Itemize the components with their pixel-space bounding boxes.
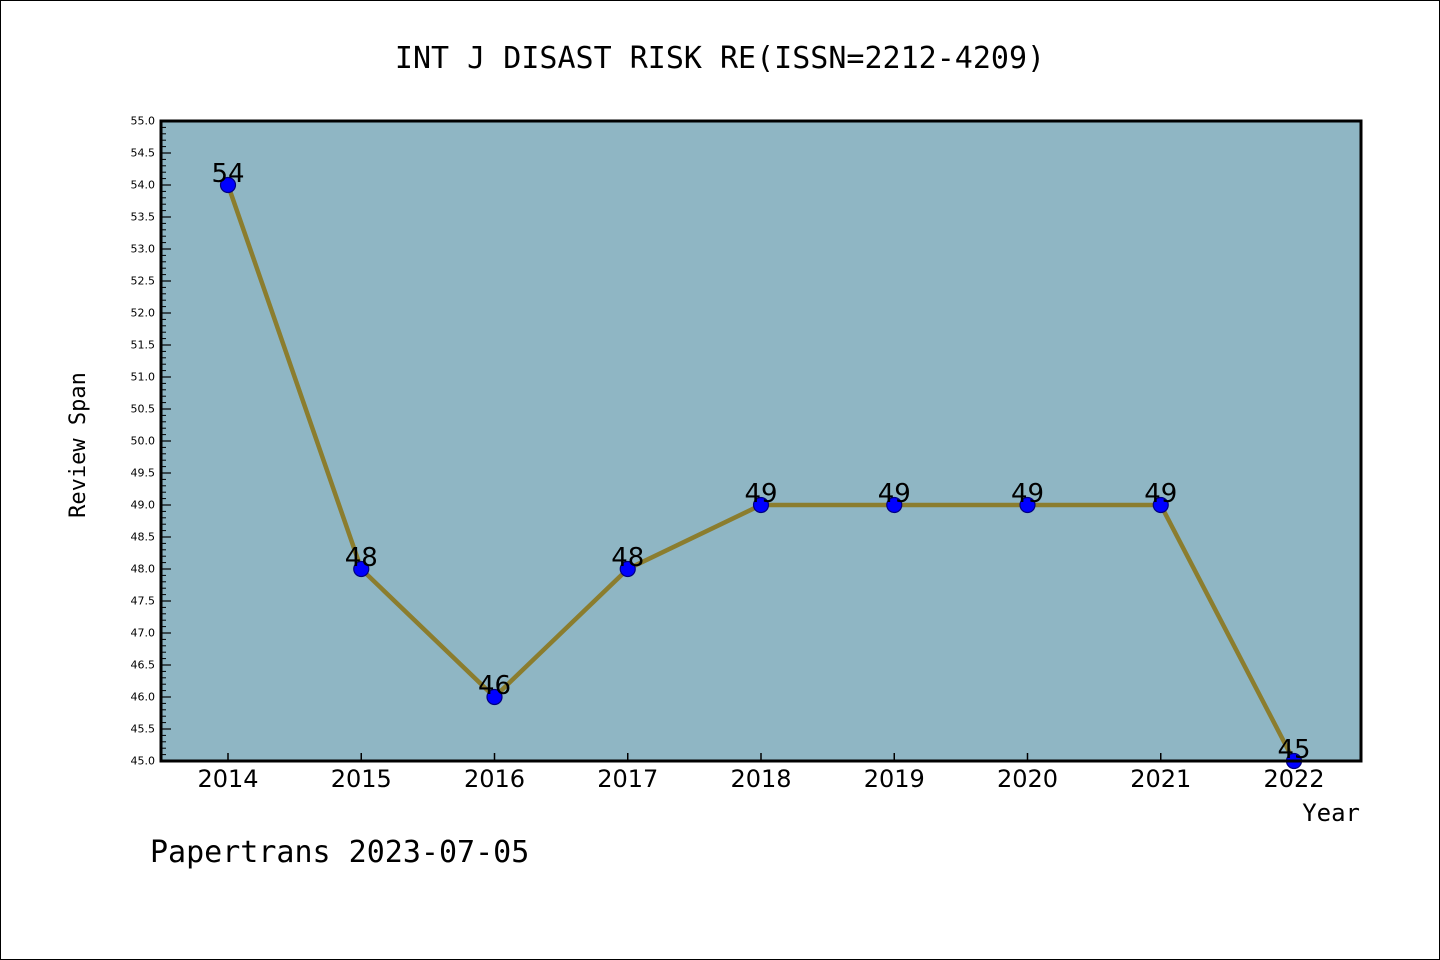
- y-tick-label: 54.0: [131, 179, 156, 192]
- data-label: 46: [478, 671, 511, 701]
- data-point: [486, 688, 503, 706]
- data-label: 48: [611, 543, 644, 573]
- plot-border: [159, 119, 1363, 763]
- y-tick-label: 48.5: [131, 531, 156, 544]
- data-point: [1152, 496, 1169, 514]
- series-layer: [219, 176, 1303, 770]
- x-tick-label: 2015: [331, 765, 392, 793]
- x-tick-label: 2017: [597, 765, 658, 793]
- y-tick-label: 49.0: [131, 499, 156, 512]
- y-tick-label: 46.0: [131, 691, 156, 704]
- x-tick-label: 2022: [1263, 765, 1324, 793]
- data-point: [886, 496, 903, 514]
- y-tick-label: 47.5: [131, 595, 156, 608]
- x-tick-label: 2019: [864, 765, 925, 793]
- x-tick-label: 2020: [997, 765, 1058, 793]
- chart-title: INT J DISAST RISK RE(ISSN=2212-4209): [395, 41, 1045, 76]
- x-tick-label: 2014: [197, 765, 258, 793]
- y-tick-label: 50.0: [131, 435, 156, 448]
- y-tick-label: 51.5: [131, 339, 156, 352]
- data-label: 49: [1011, 479, 1044, 509]
- y-tick-label: 48.0: [131, 563, 156, 576]
- data-label: 48: [345, 543, 378, 573]
- x-tick-label: 2018: [730, 765, 791, 793]
- footer-note: Papertrans 2023-07-05: [150, 835, 530, 870]
- data-point: [1019, 496, 1036, 514]
- y-axis-label: Review Span: [66, 372, 91, 518]
- x-tick-label: 2021: [1130, 765, 1191, 793]
- data-point: [353, 560, 370, 578]
- plot-area: [161, 121, 1361, 761]
- data-label: 49: [744, 479, 777, 509]
- y-tick-label: 45.0: [131, 755, 156, 768]
- y-tick-label: 51.0: [131, 371, 156, 384]
- y-tick-label: 52.5: [131, 275, 156, 288]
- data-label: 49: [878, 479, 911, 509]
- y-tick-label: 54.5: [131, 147, 156, 160]
- y-tick-label: 55.0: [131, 115, 156, 128]
- x-axis: 2014 2015 2016 2017 2018 2019 2020 2021 2022: [197, 753, 1325, 793]
- y-tick-label: 50.5: [131, 403, 156, 416]
- y-tick-label: 52.0: [131, 307, 156, 320]
- y-tick-label: 53.0: [131, 243, 156, 256]
- data-point: [752, 496, 770, 514]
- y-tick-label: 47.0: [131, 627, 156, 640]
- y-tick-label: 49.5: [131, 467, 156, 480]
- data-point: [619, 560, 636, 578]
- y-tick-label: 45.5: [131, 723, 156, 736]
- x-axis-label: Year: [1302, 799, 1360, 827]
- x-tick-label: 2016: [464, 765, 525, 793]
- data-label: 54: [211, 159, 244, 189]
- y-axis: 45.0 45.5 46.0 46.5 47.0 47.5 48.0 48.5 49.0 49.5…: [131, 115, 171, 768]
- data-point: [219, 176, 237, 194]
- y-tick-label: 46.5: [131, 659, 156, 672]
- data-label: 49: [1144, 479, 1177, 509]
- y-tick-label: 53.5: [131, 211, 156, 224]
